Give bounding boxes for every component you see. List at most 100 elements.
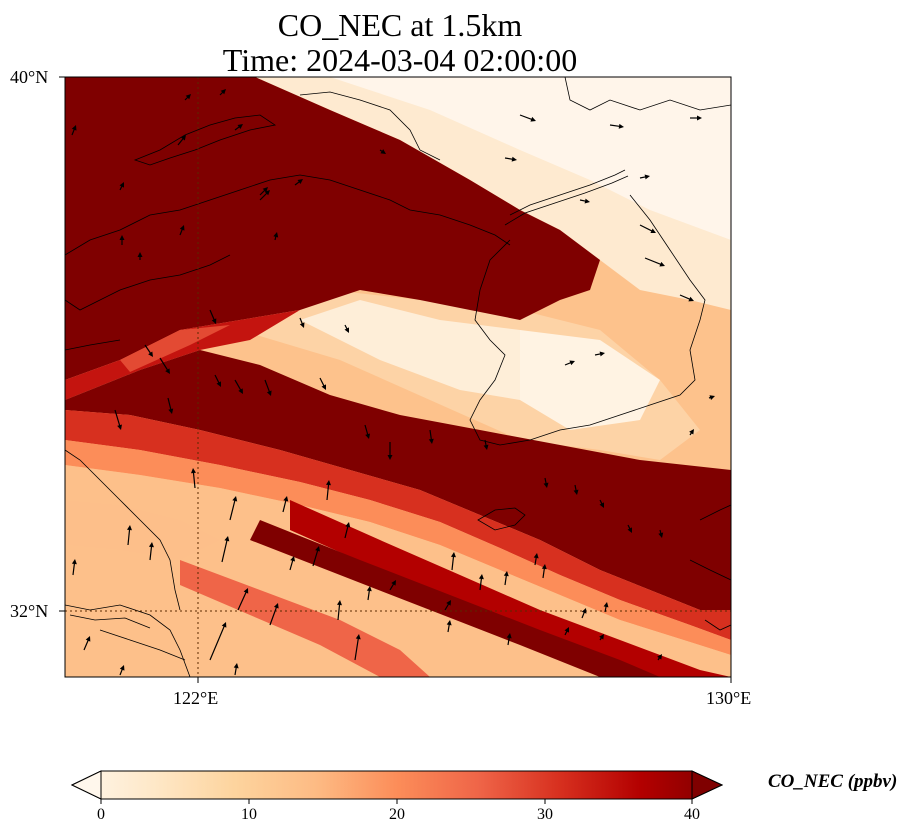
wind-arrow <box>519 114 534 121</box>
wind-arrow-head <box>321 384 326 390</box>
wind-arrow-head <box>657 654 662 660</box>
wind-arrow-head <box>344 327 349 333</box>
wind-arrow <box>221 538 228 563</box>
wind-arrow <box>72 561 76 576</box>
wind-arrow <box>479 576 483 591</box>
wind-arrow-head <box>483 444 489 450</box>
wind-arrow-head <box>326 480 331 486</box>
wind-arrow <box>326 482 330 501</box>
wind-arrow-head <box>221 622 227 628</box>
wind-arrow-head <box>543 482 549 488</box>
wind-arrow-head <box>564 627 569 633</box>
wind-arrow-head <box>137 252 143 257</box>
wind-arrow-head <box>119 665 125 671</box>
wind-arrow <box>337 602 341 621</box>
wind-arrow-head <box>127 525 132 531</box>
wind-arrow-head <box>387 455 393 460</box>
gridlines <box>65 77 731 677</box>
wind-arrow-head <box>446 620 452 626</box>
wind-arrow-head <box>85 636 91 642</box>
colorbar-tick-30: 30 <box>537 806 553 823</box>
wind-arrow-head <box>709 395 715 400</box>
wind-arrow-head <box>573 489 579 495</box>
wind-arrow-head <box>119 235 125 240</box>
coastlines <box>65 77 731 677</box>
wind-arrow <box>127 527 131 546</box>
colorbar-tick-40: 40 <box>684 806 700 823</box>
wind-arrow-head <box>506 633 512 639</box>
wind-arrow-head <box>237 124 243 129</box>
wind-arrow-head <box>644 174 650 180</box>
wind-vectors <box>71 89 715 676</box>
wind-arrow <box>209 309 216 322</box>
wind-arrow-head <box>71 559 77 565</box>
colorbar-label: CO_NEC (ppbv) <box>768 771 898 792</box>
wind-arrow-head <box>569 360 575 366</box>
wind-arrow <box>264 379 271 394</box>
wind-arrow-head <box>290 556 296 562</box>
wind-arrow <box>192 470 196 489</box>
wind-arrow-head <box>581 608 587 614</box>
concentration-field <box>65 77 731 677</box>
wind-arrow-head <box>273 603 279 609</box>
wind-arrow-head <box>238 388 243 394</box>
wind-arrow-head <box>119 182 124 188</box>
wind-arrow <box>644 257 663 266</box>
wind-arrow-head <box>191 468 196 474</box>
wind-arrow-head <box>315 546 320 552</box>
wind-arrow-head <box>337 600 342 606</box>
wind-arrow-head <box>658 532 664 538</box>
wind-arrow <box>679 294 692 301</box>
colorbar-tick-0: 0 <box>97 806 105 823</box>
wind-arrow-head <box>71 125 77 131</box>
wind-arrow-head <box>232 496 238 502</box>
lat-tick-32n: 32°N <box>10 601 49 621</box>
wind-arrow <box>167 397 172 412</box>
wind-arrow-head <box>428 438 434 444</box>
wind-arrow-head <box>299 322 305 328</box>
colorbar-gradient <box>70 770 724 800</box>
map-title: CO_NEC at 1.5km <box>277 7 523 43</box>
colorbar-extend-max <box>691 770 724 800</box>
wind-arrow-head <box>180 135 186 141</box>
wind-arrow-head <box>345 522 351 528</box>
wind-arrow-head <box>220 89 226 95</box>
wind-arrow-head <box>697 115 702 121</box>
wind-arrow-head <box>603 602 609 608</box>
wind-arrow-head <box>366 586 372 592</box>
wind-arrow-head <box>478 574 484 580</box>
wind-arrow-head <box>659 261 665 267</box>
wind-arrow-head <box>391 580 396 586</box>
wind-arrow-head <box>650 228 656 233</box>
wind-arrow-head <box>283 496 289 502</box>
wind-arrow <box>114 409 121 428</box>
wind-arrow-head <box>446 600 451 606</box>
wind-arrow-head <box>185 94 191 100</box>
wind-arrow-head <box>224 536 230 542</box>
wind-arrow-head <box>168 408 174 414</box>
wind-arrow-head <box>688 296 694 302</box>
map-subtitle-time: Time: 2024-03-04 02:00:00 <box>222 42 578 78</box>
wind-arrow-head <box>365 433 371 439</box>
wind-arrow <box>209 624 226 661</box>
wind-arrow-head <box>148 351 153 357</box>
wind-arrow <box>282 498 287 513</box>
wind-arrow <box>159 357 169 372</box>
wind-arrow <box>229 498 236 521</box>
wind-arrow-head <box>148 542 154 548</box>
lon-tick-122e: 122°E <box>173 688 219 708</box>
wind-arrow-head <box>599 634 604 640</box>
wind-arrow-head <box>618 123 624 129</box>
wind-arrow-head <box>511 156 517 162</box>
wind-arrow-head <box>297 179 303 184</box>
wind-arrow-head <box>262 187 268 193</box>
map-frame <box>64 76 732 678</box>
concentration-map <box>59 76 732 683</box>
wind-arrow-head <box>273 232 279 238</box>
wind-arrow <box>639 224 654 233</box>
lon-tick-130e: 130°E <box>706 688 752 708</box>
wind-arrow-head <box>355 634 361 640</box>
wind-arrow-head <box>689 429 694 435</box>
wind-arrow-head <box>503 571 509 577</box>
wind-arrow <box>149 544 153 561</box>
